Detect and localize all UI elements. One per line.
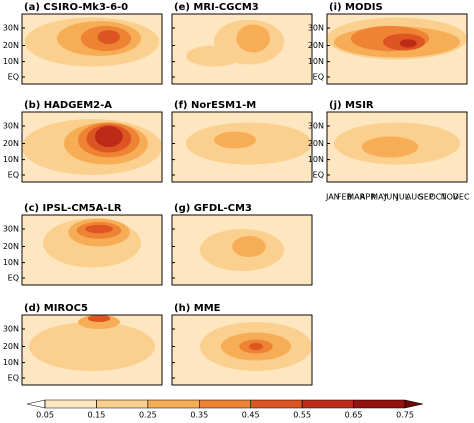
contour	[399, 39, 417, 48]
contour	[85, 224, 113, 234]
colorbar-segment	[250, 399, 303, 409]
y-tick-label: 10N	[308, 57, 324, 66]
panel-title: (d) MIROC5	[24, 303, 88, 314]
colorbar-label: 0.15	[88, 411, 106, 420]
y-tick-label: 20N	[3, 242, 19, 251]
panel-title: (g) GFDL-CM3	[174, 203, 252, 214]
panel-title: (b) HADGEM2-A	[24, 100, 112, 111]
colorbar-label: 0.25	[139, 411, 157, 420]
y-tick-label: EQ	[313, 73, 324, 82]
y-tick-label: 10N	[3, 358, 19, 367]
colorbar-label: 0.55	[293, 411, 311, 420]
colorbar-label: 0.05	[36, 411, 54, 420]
panel-frame	[171, 314, 313, 386]
contour	[232, 236, 266, 257]
colorbar-segment	[199, 399, 251, 409]
colorbar-segment	[44, 399, 97, 409]
colorbar-label: 0.35	[190, 411, 208, 420]
colorbar-segment	[147, 399, 200, 409]
y-tick-label: EQ	[8, 374, 19, 383]
contour	[362, 136, 418, 158]
colorbar-label: 0.45	[242, 411, 260, 420]
panel-title: (j) MSIR	[329, 100, 374, 111]
colorbar-segment	[301, 399, 354, 409]
y-tick-label: 20N	[308, 139, 324, 148]
y-tick-label: 10N	[3, 155, 19, 164]
y-tick-label: 30N	[3, 122, 19, 131]
contour	[249, 343, 263, 350]
y-tick-label: EQ	[8, 171, 19, 180]
x-tick-label: APR	[360, 193, 376, 202]
x-tick-label: JUN	[383, 193, 398, 202]
y-tick-label: EQ	[8, 274, 19, 283]
contour	[29, 322, 155, 371]
panel-frame	[171, 214, 313, 286]
colorbar-label: 0.75	[396, 411, 414, 420]
y-tick-label: 20N	[308, 41, 324, 50]
y-tick-label: 30N	[3, 24, 19, 33]
y-tick-label: 30N	[308, 24, 324, 33]
x-tick-label: MAR	[347, 193, 365, 202]
panel-title: (i) MODIS	[329, 2, 383, 13]
colorbar-end	[404, 399, 424, 409]
panel-frame	[21, 314, 163, 386]
x-tick-label: JAN	[325, 193, 340, 202]
x-tick-label: DEC	[453, 193, 470, 202]
contour	[97, 30, 121, 45]
y-tick-label: 20N	[3, 41, 19, 50]
y-tick-label: 30N	[308, 122, 324, 131]
y-tick-label: 10N	[308, 155, 324, 164]
x-tick-label: MAY	[371, 193, 388, 202]
y-tick-label: 30N	[3, 225, 19, 234]
y-tick-label: 10N	[3, 258, 19, 267]
y-tick-label: 20N	[3, 342, 19, 351]
y-tick-label: EQ	[313, 171, 324, 180]
panel-title: (h) MME	[174, 303, 221, 314]
y-tick-label: 10N	[3, 57, 19, 66]
panel-frame	[326, 111, 468, 183]
colorbar-label: 0.65	[345, 411, 363, 420]
colorbar-end	[26, 399, 46, 409]
colorbar-segment	[353, 399, 406, 409]
contour	[236, 24, 270, 53]
x-tick-label: JUL	[395, 193, 409, 202]
panel-frame	[21, 111, 163, 183]
x-tick-label: NOV	[441, 193, 459, 202]
x-tick-label: OCT	[429, 193, 446, 202]
y-tick-label: EQ	[8, 73, 19, 82]
y-tick-label: 30N	[3, 325, 19, 334]
x-tick-label: SEP	[419, 193, 434, 202]
panel-frame	[21, 214, 163, 286]
y-tick-label: 20N	[3, 139, 19, 148]
contour	[186, 45, 242, 67]
contour	[87, 315, 111, 322]
panel-title: (e) MRI-CGCM3	[174, 2, 259, 13]
panel-frame	[171, 111, 313, 183]
panel-title: (a) CSIRO-Mk3-6-0	[24, 2, 128, 13]
panel-frame	[21, 13, 163, 85]
contour	[214, 131, 256, 149]
panel-title: (c) IPSL-CM5A-LR	[24, 203, 122, 214]
x-tick-label: AUG	[406, 193, 424, 202]
panel-frame	[171, 13, 313, 85]
x-tick-label: FEB	[337, 193, 352, 202]
panel-frame	[326, 13, 468, 85]
contour	[94, 126, 123, 147]
colorbar-segment	[96, 399, 149, 409]
panel-title: (f) NorESM1-M	[174, 100, 256, 111]
